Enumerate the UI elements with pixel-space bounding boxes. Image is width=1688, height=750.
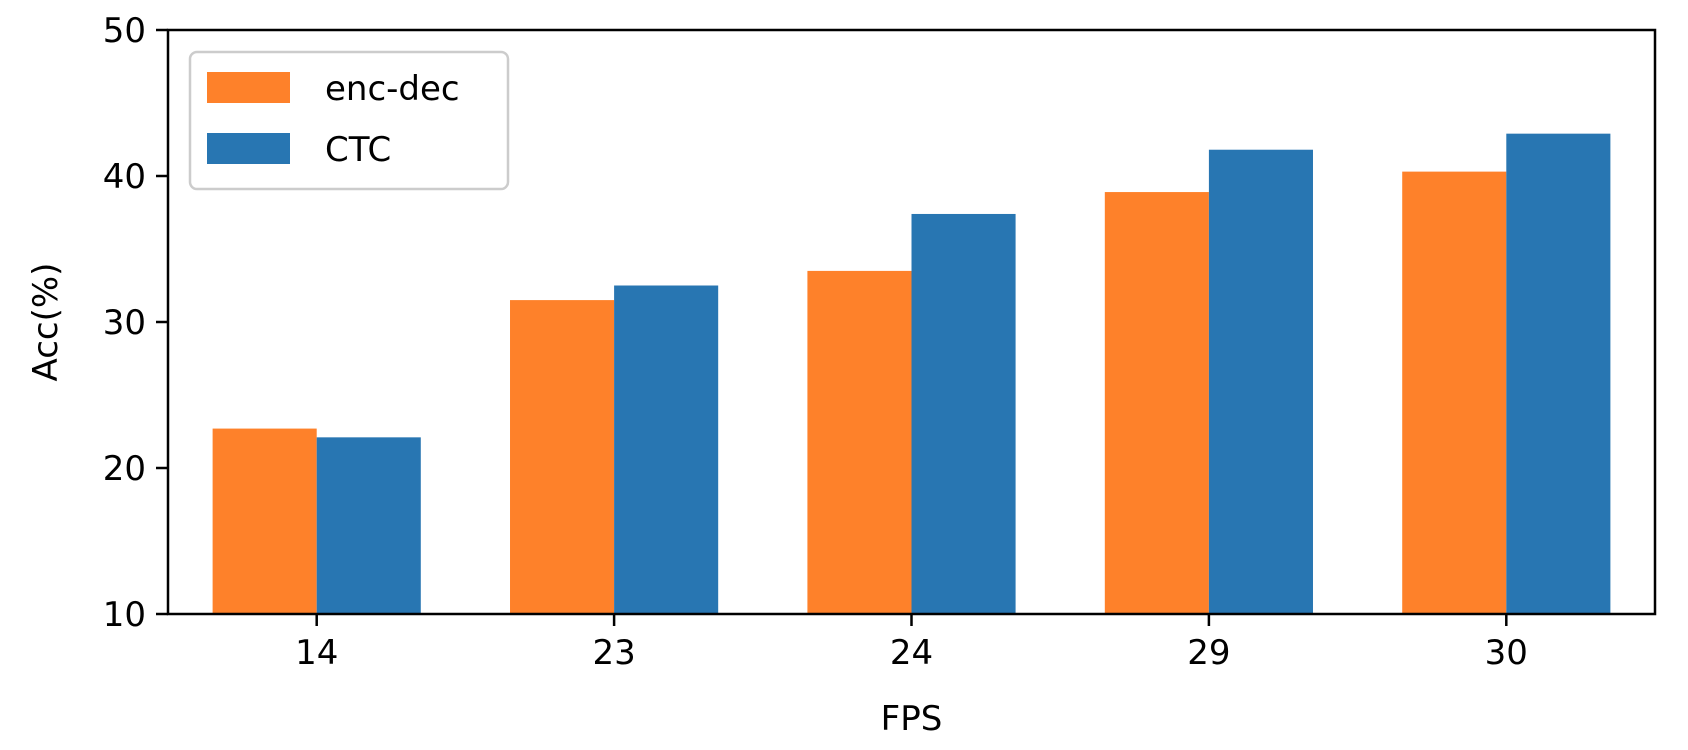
x-tick-label: 23	[592, 633, 635, 673]
x-tick-label: 14	[295, 633, 338, 673]
bar-ctc-30	[1506, 133, 1611, 614]
legend-swatch-enc-dec	[207, 72, 290, 103]
y-axis: 10 20 30 40 50	[103, 11, 168, 635]
bar-ctc-14	[316, 437, 421, 614]
x-tick-label: 29	[1187, 633, 1230, 673]
bars-group	[212, 133, 1611, 614]
legend-swatch-ctc	[207, 133, 290, 164]
bar-enc-dec-24	[807, 270, 912, 614]
bar-enc-dec-23	[510, 300, 615, 614]
y-tick-label: 40	[103, 157, 146, 197]
bar-enc-dec-14	[212, 428, 317, 614]
x-axis: 14 23 24 29 30	[295, 614, 1528, 673]
x-tick-label: 24	[890, 633, 933, 673]
bar-ctc-24	[911, 213, 1016, 614]
x-axis-title: FPS	[881, 699, 943, 739]
legend-label-enc-dec: enc-dec	[325, 69, 460, 109]
bar-enc-dec-30	[1402, 171, 1507, 614]
y-tick-label: 50	[103, 11, 146, 51]
plot-frame	[166, 28, 1657, 616]
y-tick-label: 20	[103, 449, 146, 489]
bar-enc-dec-29	[1104, 192, 1209, 614]
legend-label-ctc: CTC	[325, 130, 391, 170]
y-tick-label: 10	[103, 595, 146, 635]
bar-ctc-29	[1208, 149, 1313, 614]
y-tick-label: 30	[103, 303, 146, 343]
x-tick-label: 30	[1485, 633, 1528, 673]
legend: enc-dec CTC	[188, 50, 510, 191]
y-axis-title: Acc(%)	[26, 263, 66, 382]
bar-ctc-23	[614, 285, 719, 614]
